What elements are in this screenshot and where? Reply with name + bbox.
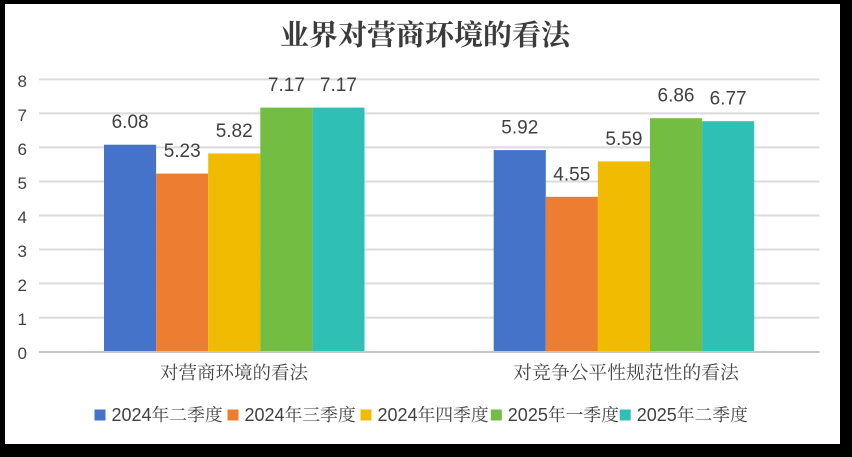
svg-text:3: 3 bbox=[18, 242, 27, 261]
svg-text:5.23: 5.23 bbox=[164, 141, 201, 162]
svg-text:6: 6 bbox=[18, 140, 27, 159]
svg-text:5.92: 5.92 bbox=[501, 118, 538, 139]
svg-text:4.55: 4.55 bbox=[553, 164, 590, 185]
svg-text:2025: 2025 bbox=[508, 405, 548, 425]
svg-text:6.08: 6.08 bbox=[112, 112, 149, 133]
svg-text:7.17: 7.17 bbox=[320, 75, 357, 96]
svg-text:4: 4 bbox=[18, 208, 27, 227]
svg-text:2: 2 bbox=[18, 276, 27, 295]
svg-text:2025: 2025 bbox=[637, 405, 677, 425]
svg-text:2024: 2024 bbox=[245, 405, 285, 425]
svg-text:0: 0 bbox=[18, 344, 27, 363]
svg-text:8: 8 bbox=[18, 72, 27, 91]
svg-text:5: 5 bbox=[18, 174, 27, 193]
svg-text:2024: 2024 bbox=[112, 405, 152, 425]
svg-text:5.59: 5.59 bbox=[605, 129, 642, 150]
svg-text:5.82: 5.82 bbox=[216, 121, 253, 142]
svg-text:7.17: 7.17 bbox=[268, 75, 305, 96]
svg-text:2024: 2024 bbox=[378, 405, 418, 425]
svg-text:1: 1 bbox=[18, 310, 27, 329]
svg-text:6.77: 6.77 bbox=[710, 89, 747, 110]
svg-text:7: 7 bbox=[18, 106, 27, 125]
svg-text:6.86: 6.86 bbox=[658, 86, 695, 107]
